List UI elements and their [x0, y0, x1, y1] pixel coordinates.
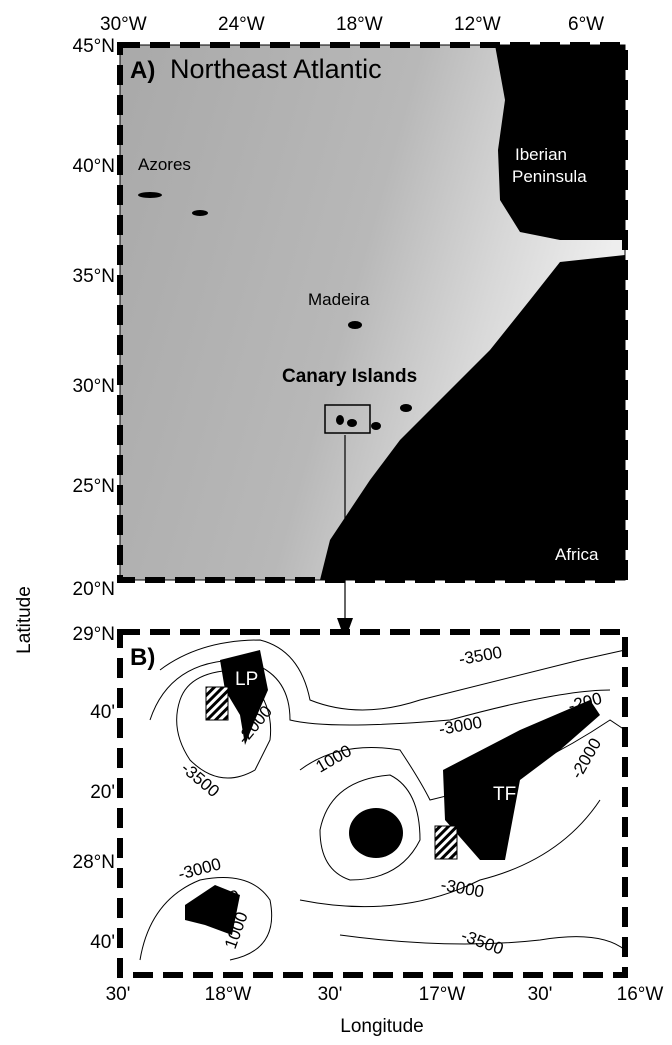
left-tick-label: 20'	[90, 782, 115, 803]
place: Africa	[555, 545, 599, 564]
place: Peninsula	[512, 167, 587, 186]
left-tick-label: 30°N	[73, 376, 115, 397]
left-tick-label: 20°N	[73, 579, 115, 600]
left-tick-label: 28°N	[73, 852, 115, 873]
bottom-tick-label: 17°W	[419, 984, 466, 1005]
panel-title: Northeast Atlantic	[170, 54, 382, 84]
panel-label: A)	[130, 57, 155, 84]
panel-a: A) Northeast Atlantic Azores Iberian Pen…	[120, 45, 625, 580]
place: Iberian	[515, 145, 567, 164]
top-tick-label: 18°W	[336, 14, 383, 35]
top-tick-label: 30°W	[100, 14, 147, 35]
bottom-tick-label: 30'	[106, 984, 131, 1005]
top-tick-label: 6°W	[568, 14, 604, 35]
left-tick-label: 40'	[90, 932, 115, 953]
island-label: LP	[235, 669, 258, 690]
bottom-tick-label: 18°W	[205, 984, 252, 1005]
left-tick-label: 40°N	[73, 156, 115, 177]
panel-label: B)	[130, 644, 155, 671]
left-tick-label: 45°N	[73, 36, 115, 57]
place: Canary Islands	[282, 366, 417, 387]
bottom-tick-label: 30'	[318, 984, 343, 1005]
left-tick-label: 25°N	[73, 476, 115, 497]
iberia	[495, 45, 625, 240]
island-label: TF	[493, 784, 516, 805]
site	[206, 687, 228, 720]
bottom-tick-label: 16°W	[617, 984, 664, 1005]
top-tick-label: 12°W	[454, 14, 501, 35]
left-tick-label: 29°N	[73, 624, 115, 645]
place: Azores	[138, 155, 191, 174]
x-axis-label: Longitude	[340, 1016, 423, 1037]
y-axis-label: Latitude	[14, 586, 35, 654]
left-tick-label: 40'	[90, 702, 115, 723]
place: Madeira	[308, 290, 370, 309]
site	[435, 826, 457, 859]
top-tick-label: 24°W	[218, 14, 265, 35]
bottom-tick-label: 30'	[528, 984, 553, 1005]
sea	[120, 632, 625, 975]
left-tick-label: 35°N	[73, 266, 115, 287]
figure: A) Northeast Atlantic Azores Iberian Pen…	[0, 0, 672, 1040]
